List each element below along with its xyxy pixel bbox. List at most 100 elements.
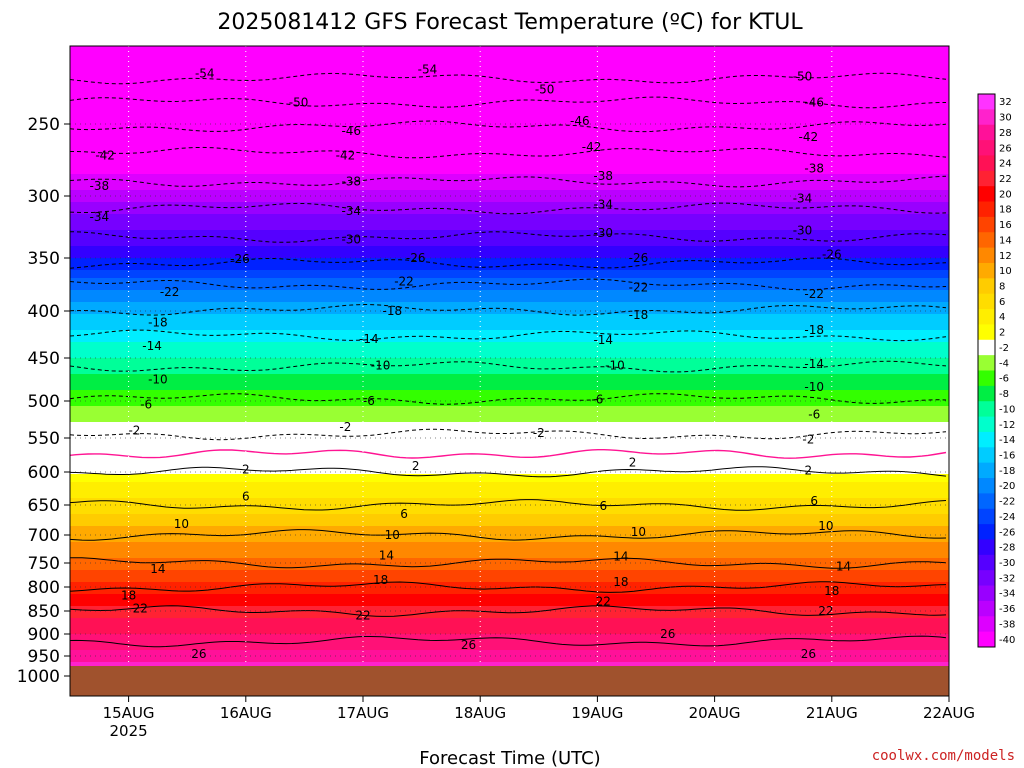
colorbar-label: -16 — [999, 450, 1015, 461]
contour-label: -14 — [804, 357, 824, 371]
temperature-band — [70, 650, 949, 655]
contour-label: -22 — [394, 274, 414, 288]
temperature-band — [70, 418, 949, 423]
temperature-band — [70, 442, 949, 447]
contour-label: -38 — [804, 162, 824, 176]
colorbar-label: 8 — [999, 282, 1005, 293]
temperature-band — [70, 522, 949, 527]
temperature-band — [70, 302, 949, 307]
plot-area — [70, 46, 949, 696]
colorbar-label: 16 — [999, 220, 1012, 231]
temperature-band — [70, 606, 949, 611]
temperature-band — [70, 390, 949, 395]
temperature-band — [70, 262, 949, 267]
colorbar-swatch — [978, 539, 995, 556]
temperature-band — [70, 326, 949, 331]
chart-title: 2025081412 GFS Forecast Temperature (ºC)… — [217, 10, 803, 35]
contour-label: 18 — [121, 589, 136, 603]
temperature-band — [70, 66, 949, 71]
contour-label: -50 — [289, 95, 309, 109]
colorbar-swatch — [978, 124, 995, 141]
temperature-band — [70, 350, 949, 355]
contour-label: 26 — [801, 647, 816, 661]
plot-frame — [69, 45, 950, 697]
contour-label: -42 — [95, 149, 115, 163]
colorbar-label: -4 — [999, 358, 1009, 369]
temperature-band — [70, 382, 949, 387]
temperature-band — [70, 438, 949, 443]
temperature-band — [70, 234, 949, 239]
contour-label: -38 — [341, 175, 361, 189]
colorbar-swatch — [978, 431, 995, 448]
contour-label: 10 — [174, 517, 189, 531]
y-tick-label: 900 — [28, 625, 60, 645]
colorbar-swatch — [978, 140, 995, 156]
temperature-band — [70, 366, 949, 371]
temperature-band — [70, 634, 949, 639]
temperature-band — [70, 190, 949, 195]
colorbar-frame — [977, 93, 996, 648]
temperature-band — [70, 122, 949, 127]
colorbar-label: 30 — [999, 113, 1012, 124]
temperature-band — [70, 114, 949, 119]
colorbar-swatch — [978, 309, 995, 325]
colorbar-label: 32 — [999, 97, 1012, 108]
contour-label: 14 — [836, 559, 851, 573]
temperature-band — [70, 550, 949, 555]
contour-label: -46 — [341, 124, 361, 138]
temperature-band — [70, 450, 949, 455]
y-tick-label: 350 — [28, 249, 60, 269]
colorbar-label: 2 — [999, 328, 1005, 339]
temperature-band — [70, 566, 949, 571]
temperature-band — [70, 502, 949, 507]
temperature-band — [70, 158, 949, 163]
colorbar-swatch — [978, 293, 995, 310]
colorbar-label: -36 — [999, 604, 1015, 615]
temperature-band — [70, 194, 949, 199]
colorbar-swatch — [978, 554, 995, 571]
temperature-band — [70, 562, 949, 567]
contour-label: 14 — [150, 562, 165, 576]
y-tick-label: 1000 — [17, 667, 60, 687]
colorbar-label: -40 — [999, 635, 1015, 646]
temperature-contour — [70, 96, 946, 109]
temperature-band — [70, 138, 949, 143]
temperature-contour — [70, 605, 947, 617]
temperature-band — [70, 526, 949, 531]
contour-label: 14 — [379, 549, 394, 563]
temperature-band — [70, 58, 949, 63]
colorbar-swatch — [978, 94, 995, 110]
colorbar-label: 12 — [999, 251, 1012, 262]
y-tick-label: 450 — [28, 349, 60, 369]
temperature-band — [70, 222, 949, 227]
colorbar-swatch — [978, 385, 995, 402]
temperature-band — [70, 646, 949, 651]
temperature-band — [70, 486, 949, 491]
temperature-band — [70, 202, 949, 207]
temperature-band — [70, 426, 949, 431]
temperature-band — [70, 490, 949, 495]
temperature-band — [70, 270, 949, 275]
contour-label: 6 — [242, 489, 250, 503]
colorbar-swatch — [978, 585, 995, 602]
temperature-band — [70, 534, 949, 539]
x-tick-label: 16AUG — [220, 704, 272, 722]
temperature-band — [70, 178, 949, 183]
temperature-band — [70, 614, 949, 619]
contour-label: -42 — [336, 149, 356, 163]
temperature-band — [70, 98, 949, 103]
temperature-band — [70, 230, 949, 235]
contour-label: -2 — [128, 424, 140, 438]
temperature-band — [70, 174, 949, 179]
temperature-band — [70, 422, 949, 427]
x-axis-label: Forecast Time (UTC) — [419, 748, 600, 768]
colorbar-swatch — [978, 447, 995, 464]
temperature-band — [70, 198, 949, 203]
temperature-contour — [70, 499, 947, 511]
contour-label: -34 — [793, 191, 813, 205]
colorbar-swatch — [978, 109, 995, 126]
y-tick-label: 600 — [28, 463, 60, 483]
credit-text[interactable]: coolwx.com/models — [872, 748, 1015, 764]
y-tick-label: 550 — [28, 429, 60, 449]
temperature-band — [70, 430, 949, 435]
